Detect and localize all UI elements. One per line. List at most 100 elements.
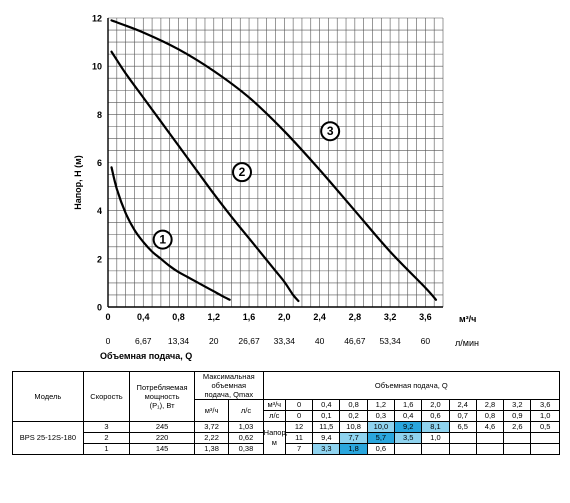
x-tick-label-lmin: 13,34 [168,336,190,346]
head-value: 0,5 [530,421,560,433]
x-axis-title: Объемная подача, Q [100,351,192,361]
x-tick-label-m3h: 0,8 [172,312,185,322]
head-value: 9,4 [312,432,341,444]
head-value [448,443,477,455]
x-unit-lmin: л/мин [455,338,479,348]
flow-value-m3h: 2,8 [475,399,505,411]
qmax-unit-m3h: м³/ч [193,399,230,422]
col-model-header: Модель [12,371,84,422]
table-header-row: м³/ч л/с м³/ч 0 0,4 0,8 1,2 1,6 2,0 2,4 2,8 3,2 3,6 [13,399,560,422]
head-value [530,432,560,444]
curve-label-circle [320,121,341,142]
head-value [394,443,423,455]
flow-value-ls: 0,8 [475,410,505,422]
curve-label-number: 3 [327,124,334,138]
head-value [503,432,532,444]
col-flow-header: Объемная подача, Q [262,371,561,400]
x-tick-label-lmin: 33,34 [274,336,296,346]
flow-value-ls: 0,4 [394,410,423,422]
head-value: 2,6 [503,421,532,433]
curve-label-2: 2 [232,162,252,183]
x-tick-label-m3h: 1,2 [208,312,221,322]
x-tick-label-m3h: 0,4 [137,312,150,322]
head-value: 11,5 [312,421,341,433]
head-value: 3,3 [312,443,341,455]
head-label: Напор, м [262,421,288,455]
speed-value: 2 [82,432,131,444]
power-value: 145 [129,443,195,455]
flow-value-ls: 0,2 [339,410,368,422]
flow-value-m3h: 0 [284,399,314,411]
flow-value-m3h: 3,6 [530,399,560,411]
y-tick-label: 12 [92,14,102,24]
x-tick-label-lmin: 20 [209,336,219,346]
curve-speed-1 [110,166,231,301]
speed-value: 1 [82,443,131,455]
head-value [475,443,505,455]
curve-label-number: 2 [239,165,246,179]
qmax-unit-ls: л/с [228,399,264,422]
table-row: 1 145 1,38 0,38 7 3,3 1,8 0,6 [13,443,560,455]
table-row: 2 220 2,22 0,62 11 9,4 7,7 5,7 3,5 1,0 [13,432,560,444]
flow-value-ls: 0,7 [448,410,477,422]
head-value [530,443,560,455]
head-value: 7 [284,443,314,455]
flow-value-ls: 0,3 [366,410,396,422]
power-value: 245 [129,421,195,433]
head-value: 3,5 [394,432,423,444]
curve-label-3: 3 [320,121,341,142]
col-qmax-header: Максимальная объемная подача, Qmax [193,371,264,400]
x-unit-m3h: м³/ч [459,314,476,324]
qmax-ls-value: 1,03 [228,421,264,433]
table-header-row: Модель Скорость Потребляемая мощность (P₁), … [12,371,561,422]
head-value: 6,5 [448,421,477,433]
x-tick-label-m3h: 3,2 [384,312,397,322]
qmax-ls-value: 0,62 [228,432,264,444]
x-tick-label-lmin: 40 [315,336,325,346]
x-tick-label-m3h: 3,6 [419,312,432,322]
flow-value-m3h: 1,2 [366,399,396,411]
y-tick-label: 6 [97,158,102,168]
x-tick-label-m3h: 0 [105,312,110,322]
head-value: 11 [284,432,314,444]
x-tick-label-lmin: 26,67 [238,336,260,346]
curve-speed-2 [110,50,300,303]
x-tick-label-lmin: 46,67 [344,336,366,346]
flow-value-m3h: 2,4 [448,399,477,411]
curve-label-circle [152,229,173,250]
chart-curves [110,19,438,303]
flow-value-ls: 0 [284,410,314,422]
head-value [448,432,477,444]
head-value: 5,7 [366,432,396,444]
head-value: 9,2 [394,421,423,433]
head-value: 7,7 [339,432,368,444]
y-tick-label: 2 [97,254,102,264]
y-tick-label: 4 [97,206,102,216]
curve-speed-3 [110,19,438,301]
col-power-header: Потребляемая мощность (P₁), Вт [129,371,195,422]
head-value [475,432,505,444]
spec-table: Модель Скорость Потребляемая мощность (P₁), … [12,371,561,455]
head-value: 0,6 [366,443,396,455]
x-tick-label-m3h: 1,6 [243,312,256,322]
x-tick-label-lmin: 60 [421,336,431,346]
x-tick-label-lmin: 53,34 [379,336,401,346]
power-value: 220 [129,432,195,444]
table-row: BPS 25-12S-180 3 245 3,72 1,03 Напор, м 12 11,5 1… [12,421,560,455]
model-name: BPS 25-12S-180 [12,421,84,455]
qmax-m3h-value: 3,72 [193,421,230,433]
head-value [421,443,450,455]
head-value: 8,1 [421,421,450,433]
qmax-m3h-value: 2,22 [193,432,230,444]
flow-value-m3h: 0,4 [312,399,341,411]
x-tick-label-m3h: 2,8 [349,312,362,322]
head-value: 1,0 [421,432,450,444]
chart-labels: 1 2 3 [152,121,341,250]
x-tick-label-lmin: 0 [106,336,111,346]
curve-label-number: 1 [159,233,166,247]
qmax-m3h-value: 1,38 [193,443,230,455]
qmax-ls-value: 0,38 [228,443,264,455]
head-value [503,443,532,455]
